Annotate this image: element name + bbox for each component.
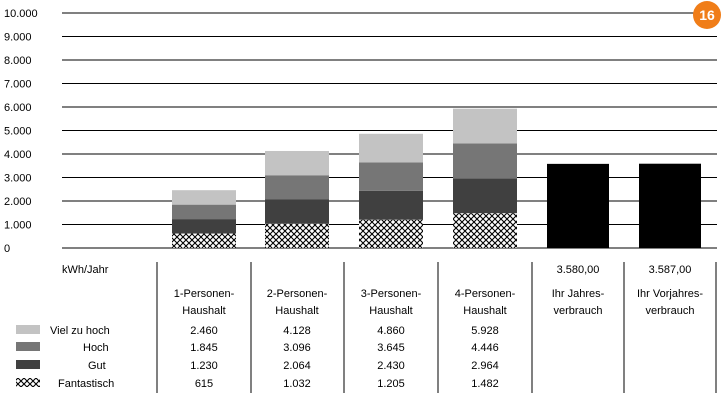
page-number: 16 bbox=[699, 7, 715, 23]
table-cell: 2.964 bbox=[471, 360, 499, 372]
y-tick-label: 6.000 bbox=[4, 102, 32, 114]
legend-swatch bbox=[16, 378, 40, 387]
category-label: 3-Personen- bbox=[361, 288, 422, 300]
legend-label: Fantastisch bbox=[58, 378, 114, 390]
y-tick-label: 9.000 bbox=[4, 32, 32, 44]
y-tick-label: 4.000 bbox=[4, 149, 32, 161]
consumption-bar bbox=[547, 163, 609, 248]
category-label: 4-Personen- bbox=[455, 288, 516, 300]
bar-segment bbox=[453, 178, 517, 214]
bar-segment bbox=[359, 219, 423, 248]
table-cell: 5.928 bbox=[471, 325, 499, 337]
y-tick-label: 10.000 bbox=[4, 8, 38, 20]
data-table: kWh/Jahr 3.580,00 3.587,00 1-Personen- Haush… bbox=[16, 262, 717, 393]
bars bbox=[172, 108, 701, 248]
bar-segment bbox=[265, 175, 329, 200]
table-cell: 4.860 bbox=[377, 325, 405, 337]
category-label: verbrauch bbox=[554, 305, 603, 317]
table-cell: 1.205 bbox=[377, 378, 405, 390]
category-label: Haushalt bbox=[182, 305, 225, 317]
page-badge: 16 bbox=[693, 1, 721, 29]
table-cell: 1.482 bbox=[471, 378, 499, 390]
table-cell: 1.845 bbox=[190, 342, 218, 354]
legend-swatch bbox=[16, 360, 40, 369]
bar-segment bbox=[453, 108, 517, 144]
category-label: Haushalt bbox=[463, 305, 506, 317]
bar-segment bbox=[265, 150, 329, 176]
bar-segment bbox=[172, 190, 236, 205]
bar-segment bbox=[265, 223, 329, 248]
table-cell: 3.096 bbox=[283, 342, 311, 354]
table-cell: 615 bbox=[195, 378, 213, 390]
legend-label: Gut bbox=[88, 360, 106, 372]
bar-segment bbox=[172, 233, 236, 248]
legend-label: Hoch bbox=[83, 342, 109, 354]
y-axis-ticks: 0 1.000 2.000 3.000 4.000 5.000 6.000 7.000 8.00… bbox=[4, 8, 38, 255]
y-tick-label: 5.000 bbox=[4, 126, 32, 138]
y-tick-label: 2.000 bbox=[4, 196, 32, 208]
bar-segment bbox=[172, 219, 236, 234]
table-cell: 1.230 bbox=[190, 360, 218, 372]
category-label: Haushalt bbox=[369, 305, 412, 317]
table-cell: 2.460 bbox=[190, 325, 218, 337]
category-label: 2-Personen- bbox=[267, 288, 328, 300]
bar-segment bbox=[359, 190, 423, 220]
y-tick-label: 1.000 bbox=[4, 220, 32, 232]
category-label: Ihr Jahres- bbox=[552, 288, 605, 300]
consumption-bar bbox=[639, 163, 701, 248]
table-cell: 2.064 bbox=[283, 360, 311, 372]
y-tick-label: 8.000 bbox=[4, 55, 32, 67]
y-tick-label: 0 bbox=[4, 243, 10, 255]
category-label: verbrauch bbox=[646, 305, 695, 317]
table-cell: 4.446 bbox=[471, 342, 499, 354]
bar-segment bbox=[359, 133, 423, 163]
legend-swatch bbox=[16, 342, 40, 351]
table-cell: 1.032 bbox=[283, 378, 311, 390]
legend-label: Viel zu hoch bbox=[50, 325, 110, 337]
category-label: 1-Personen- bbox=[174, 288, 235, 300]
unit-label: kWh/Jahr bbox=[62, 264, 109, 276]
legend-swatch bbox=[16, 325, 40, 334]
y-tick-label: 7.000 bbox=[4, 79, 32, 91]
table-cell: 4.128 bbox=[283, 325, 311, 337]
bar-segment bbox=[265, 199, 329, 224]
bar-segment bbox=[359, 162, 423, 191]
y-tick-label: 3.000 bbox=[4, 173, 32, 185]
consumption-value: 3.580,00 bbox=[557, 264, 600, 276]
category-label: Ihr Vorjahres- bbox=[637, 288, 703, 300]
table-cell: 2.430 bbox=[377, 360, 405, 372]
bar-segment bbox=[453, 143, 517, 179]
table-cell: 3.645 bbox=[377, 342, 405, 354]
consumption-value: 3.587,00 bbox=[649, 264, 692, 276]
category-label: Haushalt bbox=[275, 305, 318, 317]
bar-segment bbox=[453, 213, 517, 248]
bar-segment bbox=[172, 204, 236, 220]
